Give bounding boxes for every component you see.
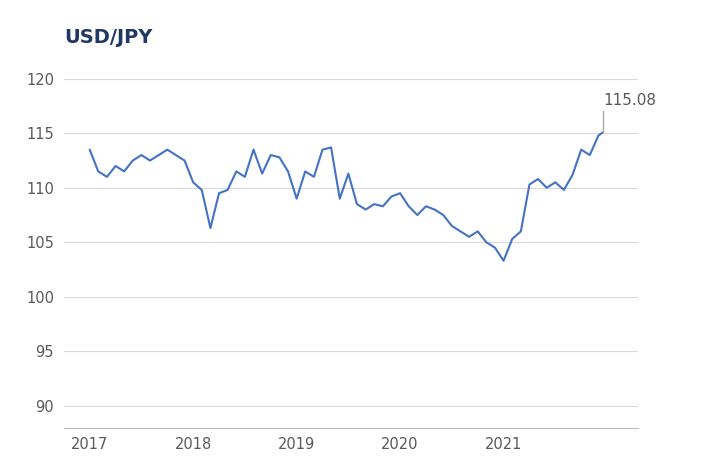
Text: 115.08: 115.08 <box>603 94 656 108</box>
Text: USD/JPY: USD/JPY <box>64 28 152 47</box>
